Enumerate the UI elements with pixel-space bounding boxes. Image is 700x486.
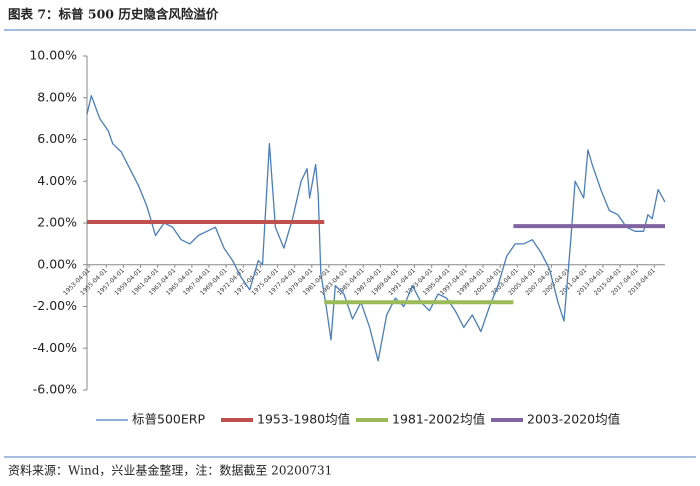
y-tick-label: -4.00% [33,340,77,355]
legend-label: 1953-1980均值 [257,412,350,427]
y-tick-label: 2.00% [37,215,77,230]
legend-label: 标普500ERP [132,412,205,427]
chart-title: 图表 7：标普 500 历史隐含风险溢价 [8,7,219,22]
source-note: 资料来源：Wind，兴业基金整理，注：数据截至 20200731 [8,463,332,478]
y-tick-label: 4.00% [37,173,77,188]
y-tick-label: 0.00% [37,256,77,271]
legend-label: 1981-2002均值 [392,412,485,427]
y-tick-label: 6.00% [37,131,77,146]
y-tick-label: 8.00% [37,89,77,104]
series-line [86,95,666,362]
y-tick-label: 10.00% [29,48,77,63]
y-tick-label: -2.00% [33,298,77,313]
legend-label: 2003-2020均值 [527,412,620,427]
y-tick-label: -6.00% [33,382,77,397]
